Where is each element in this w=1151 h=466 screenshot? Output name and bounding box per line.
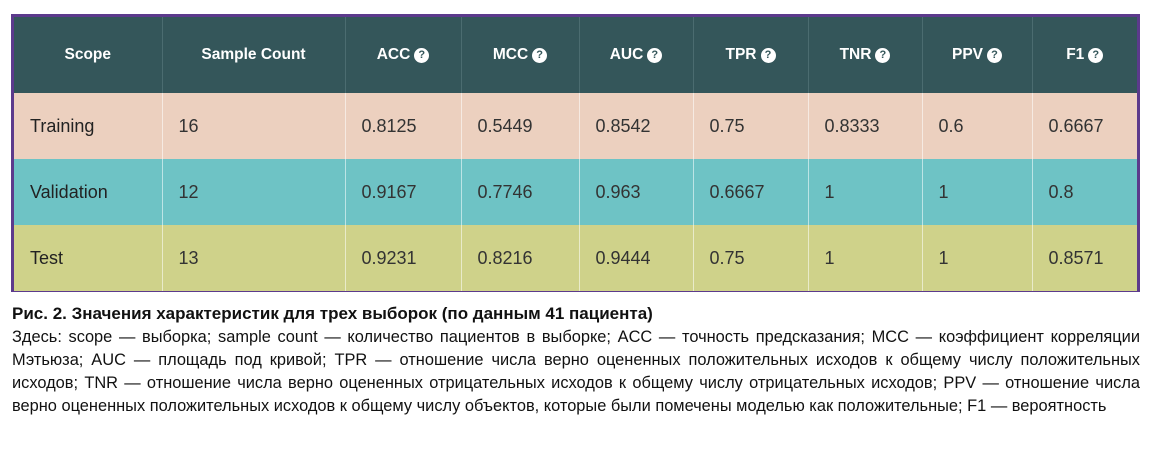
table-cell: 0.6667 [693, 159, 809, 225]
column-header-label: ACC [376, 46, 411, 63]
column-header-label: MCC [492, 46, 529, 63]
table-cell: 0.8333 [808, 93, 923, 159]
table-cell: 1 [808, 159, 923, 225]
help-icon[interactable]: ? [875, 48, 891, 63]
column-header-label: F1 [1066, 46, 1085, 63]
column-header: PPV? [922, 17, 1033, 93]
column-header: TPR? [693, 17, 809, 93]
caption-body: Здесь: scope — выборка; sample count — к… [12, 328, 1140, 415]
column-header-label: Sample Count [201, 46, 306, 63]
table-cell: 0.8 [1048, 181, 1074, 202]
results-table-frame: Scope Sample Count ACC? MCC? AUC? TPR? TNR? PPV… [11, 14, 1140, 292]
table-cell: 0.8542 [579, 93, 694, 159]
table-cell: 0.9231 [345, 225, 462, 291]
table-cell: 0.6667 [1048, 115, 1104, 136]
table-cell: 12 [162, 159, 346, 225]
column-header-label: Scope [64, 46, 111, 63]
table-header-row: Scope Sample Count ACC? MCC? AUC? TPR? TNR? PPV… [14, 17, 1137, 93]
table-cell: 0.5449 [461, 93, 580, 159]
figure-caption: Рис. 2. Значения характеристик для трех … [12, 302, 1140, 418]
help-icon[interactable]: ? [1088, 48, 1104, 63]
help-icon[interactable]: ? [987, 48, 1002, 63]
table-cell: 0.8216 [461, 225, 580, 291]
table-cell: 0.75 [693, 225, 809, 291]
column-header: MCC? [461, 17, 580, 93]
table-cell: 0.963 [579, 159, 694, 225]
table-cell: 1 [922, 225, 1033, 291]
table-cell: 16 [162, 93, 346, 159]
table-cell: 0.9167 [345, 159, 462, 225]
column-header-label: TPR [725, 46, 757, 63]
table-cell: 0.6 [922, 93, 1033, 159]
help-icon[interactable]: ? [647, 48, 663, 63]
column-header-label: AUC [609, 46, 644, 63]
table-row: Validation 12 0.9167 0.7746 0.963 0.6667 1 1 0.8 [14, 159, 1137, 225]
column-header: F1? [1032, 17, 1137, 93]
table-row: Test 13 0.9231 0.8216 0.9444 0.75 1 1 0.8571 [14, 225, 1137, 291]
column-header: Scope [14, 17, 163, 93]
help-icon[interactable]: ? [532, 48, 548, 63]
row-scope-cell: Validation [14, 159, 163, 225]
column-header: ACC? [345, 17, 462, 93]
column-header: Sample Count [162, 17, 346, 93]
table-cell: 13 [162, 225, 346, 291]
table-cell: 1 [922, 159, 1033, 225]
caption-title: Рис. 2. Значения характеристик для трех … [12, 304, 653, 323]
help-icon[interactable]: ? [414, 48, 430, 63]
table-row: Training 16 0.8125 0.5449 0.8542 0.75 0.8333 0.… [14, 93, 1137, 159]
help-icon[interactable]: ? [760, 48, 776, 63]
column-header-label: PPV [951, 46, 983, 63]
table-cell: 1 [808, 225, 923, 291]
results-table: Scope Sample Count ACC? MCC? AUC? TPR? TNR? PPV… [14, 17, 1137, 291]
table-cell: 0.75 [693, 93, 809, 159]
column-header: AUC? [579, 17, 694, 93]
table-cell: 0.8571 [1048, 247, 1104, 268]
table-cell: 0.9444 [579, 225, 694, 291]
row-scope-cell: Training [14, 93, 163, 159]
table-cell: 0.8125 [345, 93, 462, 159]
row-scope-cell: Test [14, 225, 163, 291]
table-body: Training 16 0.8125 0.5449 0.8542 0.75 0.8333 0.… [14, 93, 1137, 291]
column-header-label: TNR [839, 46, 872, 63]
column-header: TNR? [808, 17, 923, 93]
table-cell: 0.7746 [461, 159, 580, 225]
